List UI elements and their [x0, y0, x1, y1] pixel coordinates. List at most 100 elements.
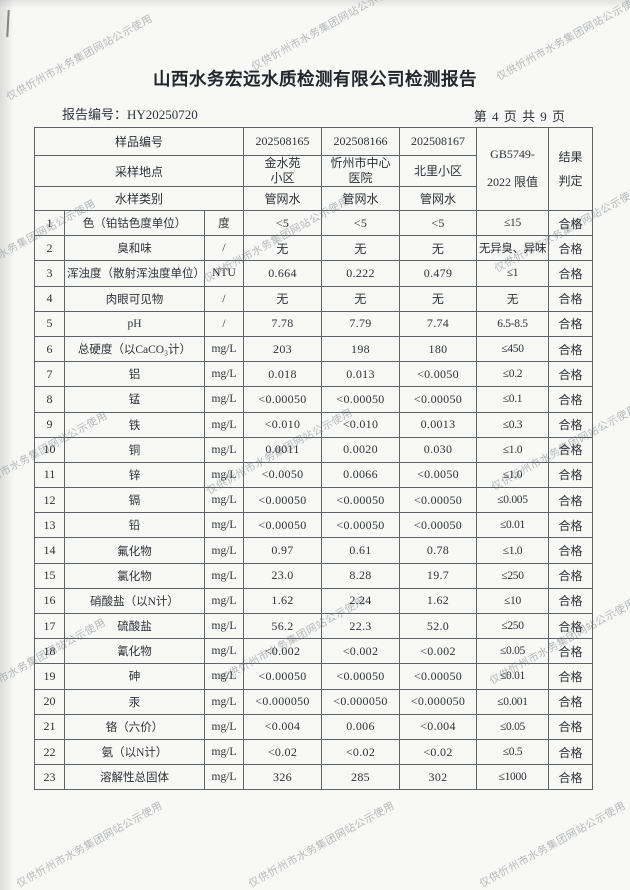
sample2-location: 忻州市中心 医院	[321, 155, 400, 187]
sample3-type: 管网水	[399, 186, 477, 211]
sample2-value: 7.79	[321, 310, 400, 337]
result-value: 合格	[548, 612, 593, 640]
sample1-id: 202508165	[243, 127, 322, 156]
result-value: 合格	[548, 663, 593, 690]
result-value: 合格	[548, 209, 593, 237]
table-row: 14 氟化物 mg/L 0.97 0.61 0.78 ≤1.0 合格	[34, 537, 593, 564]
result-value: 合格	[548, 260, 593, 287]
limit-value: ≤0.2	[476, 361, 549, 388]
limit-value: ≤0.001	[476, 688, 549, 715]
sample1-value: 7.78	[243, 310, 322, 337]
parameter-unit: /	[204, 310, 244, 337]
parameter-unit: mg/L	[204, 335, 244, 363]
row-number: 14	[34, 537, 65, 564]
row-number: 18	[34, 638, 65, 665]
sample2-value: 0.222	[321, 260, 400, 287]
sample3-value: <0.002	[399, 638, 477, 665]
parameter-unit: mg/L	[204, 461, 244, 489]
sample3-value: 0.030	[399, 436, 477, 463]
parameter-unit: mg/L	[204, 436, 244, 463]
parameter-name: 臭和味	[64, 235, 205, 262]
table-row: 19 砷 mg/L <0.00050 <0.00050 <0.00050 ≤0.…	[34, 663, 593, 690]
limit-value: ≤1.0	[476, 537, 549, 564]
page-title: 山西水务宏远水质检测有限公司检测报告	[153, 69, 477, 89]
sample3-value: 52.0	[399, 612, 477, 640]
sample1-type: 管网水	[243, 186, 322, 211]
row-number: 5	[34, 310, 65, 337]
row-number: 23	[34, 764, 65, 791]
report-number: 报告编号：HY20250720	[62, 107, 198, 122]
sample3-value: 无	[399, 285, 477, 312]
sample1-value: <0.00050	[243, 386, 322, 413]
sample3-value: <0.00050	[399, 663, 477, 690]
sample1-value: <0.0050	[243, 461, 322, 489]
row-number: 21	[34, 713, 65, 740]
sample2-value: <5	[321, 209, 400, 237]
limit-value: ≤0.1	[476, 386, 549, 413]
table-row: 5 pH / 7.78 7.79 7.74 6.5-8.5 合格	[34, 310, 593, 337]
sample2-value: 8.28	[321, 562, 400, 589]
parameter-name: 锌	[64, 461, 205, 489]
parameter-unit: /	[204, 285, 244, 312]
parameter-unit: mg/L	[204, 663, 244, 690]
sample1-value: 56.2	[243, 612, 322, 640]
parameter-unit: mg/L	[204, 562, 244, 589]
page-number-indicator: 第 4 页 共 9 页	[473, 109, 566, 124]
sample2-value: <0.000050	[321, 688, 400, 715]
scan-edge-shadow	[0, 0, 14, 890]
result-value: 合格	[548, 461, 593, 489]
result-value: 合格	[548, 335, 593, 363]
parameter-unit: 度	[204, 209, 244, 237]
table-row: 12 镉 mg/L <0.00050 <0.00050 <0.00050 ≤0.…	[34, 487, 593, 514]
sample1-value: 无	[243, 285, 322, 312]
limit-value: ≤0.01	[476, 512, 549, 539]
sample1-value: 0.664	[243, 260, 322, 287]
result-value: 合格	[548, 411, 593, 438]
sample2-value: 无	[321, 285, 400, 312]
sample3-location: 北里小区	[399, 155, 477, 187]
parameter-unit: mg/L	[204, 386, 244, 413]
sample3-value: 0.78	[399, 537, 477, 564]
limit-value: ≤0.05	[476, 713, 549, 740]
table-row: 17 硫酸盐 mg/L 56.2 22.3 52.0 ≤250 合格	[34, 612, 593, 640]
result-value: 合格	[548, 310, 593, 337]
sample2-value: 0.0020	[321, 436, 400, 463]
table-row: 21 铬（六价） mg/L <0.004 0.006 <0.004 ≤0.05 …	[34, 713, 593, 740]
limit-value: ≤1.0	[476, 436, 549, 463]
row-number: 8	[34, 386, 65, 413]
sample2-value: <0.00050	[321, 386, 400, 413]
sample2-value: 285	[321, 764, 400, 791]
row-number: 9	[34, 411, 65, 438]
limit-value: 无	[476, 285, 549, 312]
parameter-name: 浑浊度（散射浑浊度单位）	[64, 260, 205, 287]
row-number: 20	[34, 688, 65, 715]
watermark-text: 仅供忻州市水务集团网站公示使用	[14, 799, 165, 890]
sample2-value: 198	[321, 335, 400, 363]
limit-value: ≤250	[476, 562, 549, 589]
sample3-value: 180	[399, 335, 477, 363]
limit-value: ≤0.3	[476, 411, 549, 438]
table-row: 23 溶解性总固体 mg/L 326 285 302 ≤1000 合格	[34, 764, 593, 791]
table-row: 1 色（铂钴色度单位） 度 <5 <5 <5 ≤15 合格	[34, 209, 593, 237]
parameter-name: 硫酸盐	[64, 612, 205, 640]
limit-value: 无异臭、异味	[476, 235, 549, 262]
result-value: 合格	[548, 738, 593, 766]
row-number: 6	[34, 335, 65, 363]
sample1-value: 23.0	[243, 562, 322, 589]
table-header-row-sample-id: 样品编号 202508165 202508166 202508167 GB574…	[34, 127, 593, 211]
parameter-unit: mg/L	[204, 638, 244, 665]
sample3-value: <0.00050	[399, 512, 477, 539]
sample3-value: <0.0050	[399, 361, 477, 388]
sample2-type: 管网水	[321, 186, 400, 211]
result-value: 合格	[548, 512, 593, 539]
limit-value: ≤450	[476, 335, 549, 363]
sample1-value: <5	[243, 209, 322, 237]
row-number: 22	[34, 738, 65, 766]
parameter-name: 氟化物	[64, 537, 205, 564]
result-value: 合格	[548, 285, 593, 312]
table-header-row-sample-type: 水样类别 管网水 管网水 管网水	[34, 186, 593, 211]
row-number: 13	[34, 512, 65, 539]
parameter-unit: mg/L	[204, 688, 244, 715]
parameter-unit: /	[204, 235, 244, 262]
